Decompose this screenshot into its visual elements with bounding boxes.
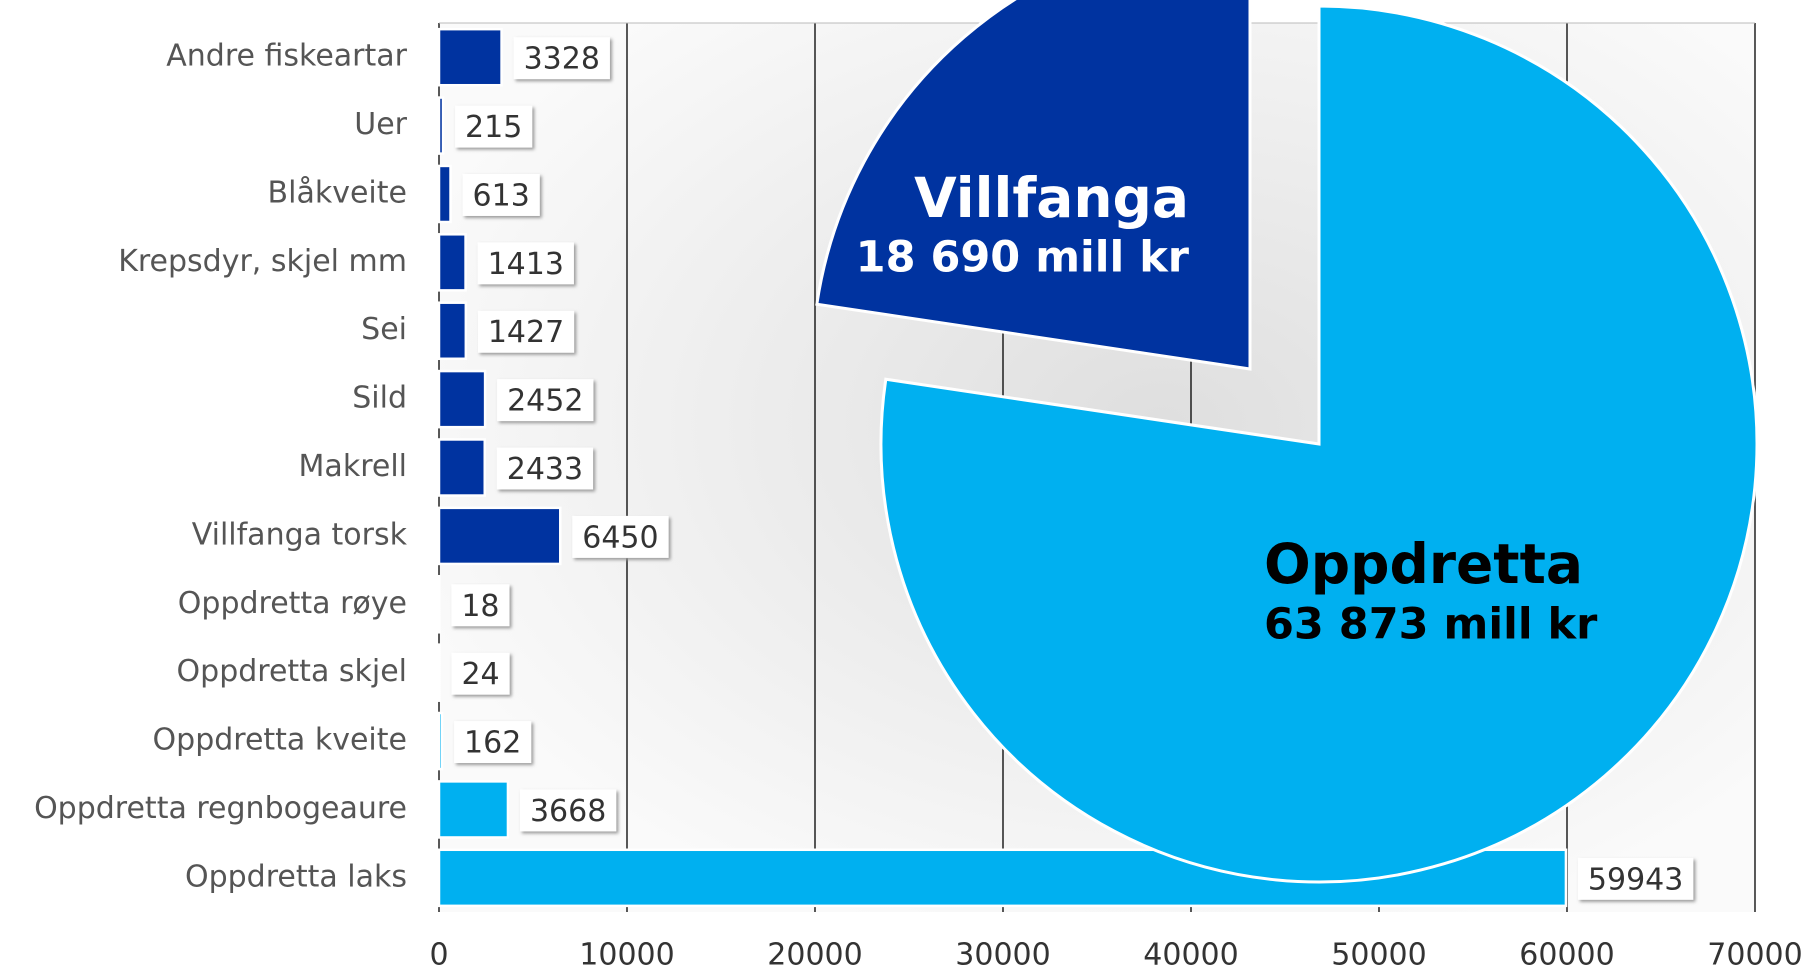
y-tick-label: Sild — [352, 381, 407, 416]
y-tick-label: Krepsdyr, skjel mm — [118, 244, 407, 279]
value-label: 6450 — [582, 520, 658, 555]
value-label: 215 — [465, 110, 522, 145]
y-tick-label: Oppdretta regnbogeaure — [34, 791, 407, 826]
y-tick-label: Uer — [354, 107, 407, 142]
value-label: 18 — [461, 589, 499, 624]
bar — [439, 781, 508, 837]
bar — [439, 29, 502, 85]
x-tick-label: 40000 — [1143, 938, 1238, 970]
x-tick-label: 30000 — [955, 938, 1050, 970]
x-tick-label: 50000 — [1331, 938, 1426, 970]
y-tick-label: Oppdretta kveite — [153, 723, 407, 758]
bar — [439, 508, 560, 564]
y-tick-label: Makrell — [299, 449, 407, 484]
slice-value-label: 18 690 mill kr — [856, 233, 1190, 283]
x-tick-label: 10000 — [579, 938, 674, 970]
slice-label: Oppdretta — [1264, 532, 1583, 596]
value-label: 2433 — [507, 452, 583, 487]
bar — [439, 166, 451, 222]
value-label: 24 — [461, 657, 499, 692]
value-label: 59943 — [1588, 862, 1683, 897]
y-tick-label: Oppdretta røye — [178, 586, 407, 621]
y-tick-label: Blåkveite — [268, 175, 407, 210]
value-label: 3668 — [530, 794, 606, 829]
bar — [439, 713, 442, 769]
bar — [439, 234, 466, 290]
slice-label: Villfanga — [914, 166, 1189, 230]
chart: 0 10000 20000 30000 40000 50000 60000 70000 Andr… — [0, 0, 1810, 970]
bar — [439, 303, 466, 359]
bar — [439, 371, 485, 427]
y-tick-label: Andre fiskeartar — [166, 39, 407, 74]
x-tick-label: 70000 — [1707, 938, 1802, 970]
y-tick-label: Oppdretta laks — [185, 859, 407, 894]
x-tick-label: 0 — [429, 938, 448, 970]
bar — [439, 98, 443, 154]
bar — [439, 439, 485, 495]
value-label: 1427 — [488, 315, 564, 350]
value-label: 2452 — [507, 384, 583, 419]
y-tick-label: Oppdretta skjel — [177, 654, 407, 689]
value-label: 3328 — [524, 42, 600, 77]
y-tick-label: Villfanga torsk — [192, 517, 408, 552]
x-tick-label: 20000 — [767, 938, 862, 970]
x-tick-label: 60000 — [1519, 938, 1614, 970]
y-tick-label: Sei — [361, 312, 407, 347]
slice-value-label: 63 873 mill kr — [1264, 600, 1598, 650]
value-label: 613 — [473, 178, 530, 213]
value-label: 1413 — [488, 247, 564, 282]
value-label: 162 — [464, 726, 521, 761]
